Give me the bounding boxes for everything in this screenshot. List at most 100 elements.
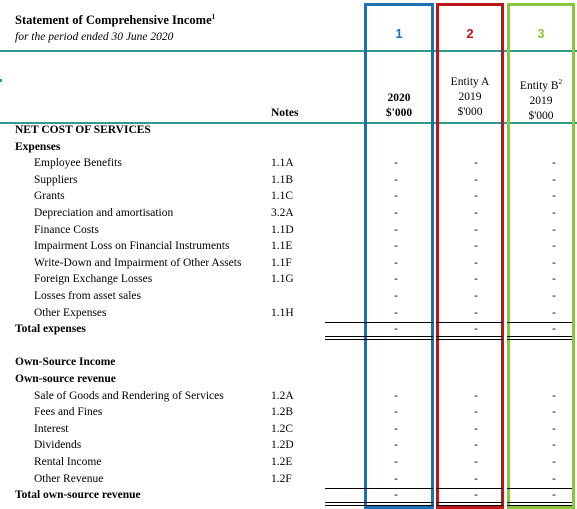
row-note: 1.1D bbox=[271, 223, 294, 236]
value-cell-col3: - bbox=[552, 173, 556, 186]
total-double-underline bbox=[507, 505, 572, 507]
value-cell-col1: - bbox=[394, 256, 398, 269]
value-cell-col3: - bbox=[552, 389, 556, 402]
total-double-underline bbox=[325, 505, 433, 507]
value-cell-col2: - bbox=[474, 456, 478, 468]
value-cell-col2: - bbox=[474, 323, 478, 336]
column-3-unit: $'000 bbox=[528, 109, 554, 122]
total-top-rule bbox=[436, 488, 503, 490]
column-3-highlight-box bbox=[507, 3, 575, 509]
section-row: Own-Source Income bbox=[0, 354, 577, 371]
statement-period: for the period ended 30 June 2020 bbox=[15, 31, 174, 43]
row-note: 1.2B bbox=[271, 406, 294, 419]
value-cell-col2: - bbox=[474, 240, 478, 253]
row-label: Total own-source revenue bbox=[15, 489, 141, 502]
value-cell-col1: - bbox=[394, 422, 398, 435]
row-note: 3.2A bbox=[271, 207, 294, 219]
row-note: 1.2A bbox=[271, 389, 294, 402]
table-row: Foreign Exchange Losses 1.1G - - - bbox=[0, 271, 577, 288]
row-label: Finance Costs bbox=[34, 223, 99, 236]
value-cell-col1: - bbox=[394, 472, 398, 485]
row-label: Total expenses bbox=[15, 323, 86, 336]
column-2-number: 2 bbox=[466, 26, 474, 41]
row-label: Other Expenses bbox=[34, 306, 107, 319]
value-cell-col3: - bbox=[552, 273, 556, 286]
row-label: Own-Source Income bbox=[15, 356, 116, 369]
table-row: Rental Income 1.2E - - - bbox=[0, 454, 577, 471]
value-cell-col1: - bbox=[394, 323, 398, 336]
header-top-rule bbox=[0, 50, 577, 52]
value-cell-col3: - bbox=[552, 256, 556, 269]
table-row: Finance Costs 1.1D - - - bbox=[0, 222, 577, 239]
value-cell-col1: - bbox=[394, 389, 398, 402]
column-1-unit: $'000 bbox=[385, 107, 413, 119]
row-label: Fees and Fines bbox=[34, 406, 103, 419]
total-top-rule bbox=[436, 322, 503, 324]
row-note: 1.2E bbox=[271, 456, 293, 468]
column-3-entity-footnote: 2 bbox=[558, 78, 563, 86]
row-note: 1.2C bbox=[271, 422, 294, 435]
table-row: Other Expenses 1.1H - - - bbox=[0, 305, 577, 322]
total-row: Total own-source revenue - - - bbox=[0, 487, 577, 504]
value-cell-col3: - bbox=[552, 456, 556, 468]
column-3-entity-line: Entity B2 bbox=[510, 75, 572, 94]
value-cell-col2: - bbox=[474, 439, 478, 452]
table-row: Depreciation and amortisation 3.2A - - - bbox=[0, 205, 577, 222]
value-cell-col2: - bbox=[474, 406, 478, 419]
table-row: Losses from asset sales - - - bbox=[0, 288, 577, 305]
header-bottom-rule bbox=[0, 122, 577, 124]
value-cell-col3: - bbox=[552, 240, 556, 253]
value-cell-col3: - bbox=[552, 406, 556, 419]
row-label: Depreciation and amortisation bbox=[34, 207, 174, 219]
value-cell-col1: - bbox=[394, 207, 398, 219]
value-cell-col3: - bbox=[552, 422, 556, 435]
value-cell-col2: - bbox=[474, 489, 478, 502]
value-cell-col3: - bbox=[552, 472, 556, 485]
value-cell-col1: - bbox=[394, 456, 398, 468]
column-3-number: 3 bbox=[537, 26, 545, 41]
row-note: 1.1E bbox=[271, 240, 293, 253]
table-row: Write-Down and Impairment of Other Asset… bbox=[0, 255, 577, 272]
row-label: Employee Benefits bbox=[34, 157, 122, 170]
row-note: 1.2F bbox=[271, 472, 292, 485]
section-row: Own-source revenue bbox=[0, 371, 577, 388]
row-label: Sale of Goods and Rendering of Services bbox=[34, 389, 224, 402]
table-row: Fees and Fines 1.2B - - - bbox=[0, 404, 577, 421]
row-label: NET COST OF SERVICES bbox=[15, 124, 151, 136]
value-cell-col2: - bbox=[474, 273, 478, 286]
value-cell-col1: - bbox=[394, 306, 398, 319]
column-2-unit: $'000 bbox=[457, 106, 483, 118]
row-label: Suppliers bbox=[34, 173, 78, 186]
row-label: Losses from asset sales bbox=[34, 290, 141, 302]
table-row: Suppliers 1.1B - - - bbox=[0, 172, 577, 189]
table-row: Interest 1.2C - - - bbox=[0, 421, 577, 438]
table-row: Dividends 1.2D - - - bbox=[0, 437, 577, 454]
row-note: 1.1F bbox=[271, 256, 292, 269]
total-double-underline bbox=[325, 339, 433, 341]
row-label: Dividends bbox=[34, 439, 82, 452]
column-3-year: 2019 bbox=[529, 94, 553, 107]
value-cell-col1: - bbox=[394, 240, 398, 253]
row-label: Impairment Loss on Financial Instruments bbox=[34, 240, 230, 253]
total-double-underline bbox=[325, 502, 433, 504]
value-cell-col3: - bbox=[552, 190, 556, 203]
statement-title: Statement of Comprehensive Income1 bbox=[15, 13, 215, 28]
total-double-underline bbox=[436, 505, 503, 507]
row-note: 1.2D bbox=[271, 439, 294, 452]
value-cell-col1: - bbox=[394, 223, 398, 236]
column-2-entity: Entity A bbox=[450, 76, 490, 88]
total-double-underline bbox=[507, 339, 572, 341]
row-label: Write-Down and Impairment of Other Asset… bbox=[34, 256, 242, 269]
value-cell-col3: - bbox=[552, 489, 556, 502]
row-note: 1.1A bbox=[271, 157, 294, 170]
table-row: Impairment Loss on Financial Instruments… bbox=[0, 238, 577, 255]
total-double-underline bbox=[436, 502, 503, 504]
total-double-underline bbox=[507, 502, 572, 504]
row-label: Rental Income bbox=[34, 456, 102, 468]
table-row: Grants 1.1C - - - bbox=[0, 188, 577, 205]
value-cell-col2: - bbox=[474, 472, 478, 485]
value-cell-col1: - bbox=[394, 406, 398, 419]
value-cell-col3: - bbox=[552, 223, 556, 236]
column-3-entity: Entity B bbox=[519, 79, 559, 92]
table-row: Sale of Goods and Rendering of Services 1… bbox=[0, 388, 577, 405]
